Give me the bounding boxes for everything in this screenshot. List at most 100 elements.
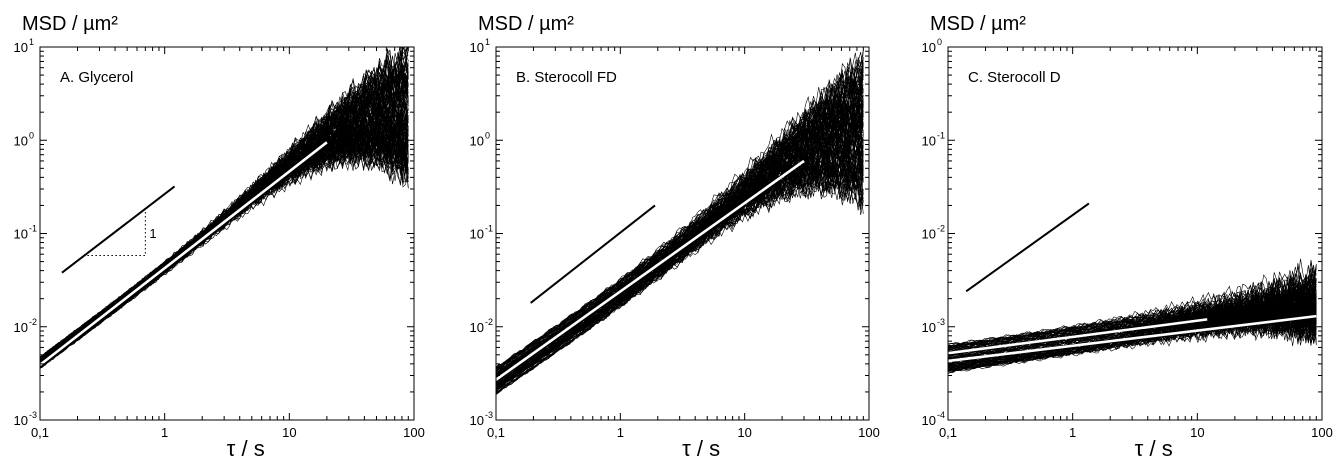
y-tick-exponent: -1 bbox=[485, 224, 493, 234]
x-tick-label: 1 bbox=[617, 425, 624, 440]
y-tick-label: 10 bbox=[14, 320, 28, 335]
y-tick-exponent: 0 bbox=[29, 130, 34, 140]
y-tick-exponent: -3 bbox=[29, 410, 37, 420]
x-tick-label: 10 bbox=[282, 425, 296, 440]
y-axis-label: MSD / µm² bbox=[478, 13, 574, 35]
x-tick-label: 0,1 bbox=[939, 425, 957, 440]
y-tick-label: 10 bbox=[470, 413, 484, 428]
trajectory-line bbox=[496, 163, 864, 382]
x-tick-label: 100 bbox=[858, 425, 880, 440]
y-tick-label: 10 bbox=[14, 133, 28, 148]
x-tick-label: 1 bbox=[161, 425, 168, 440]
trajectory-line bbox=[496, 84, 864, 387]
y-tick-exponent: -4 bbox=[937, 410, 945, 420]
trajectory-line bbox=[496, 166, 864, 387]
x-tick-label: 1 bbox=[1069, 425, 1076, 440]
y-tick-exponent: -1 bbox=[937, 130, 945, 140]
y-tick-label: 10 bbox=[922, 40, 936, 55]
trajectory-line bbox=[40, 137, 409, 368]
x-tick-label: 10 bbox=[1190, 425, 1204, 440]
trajectory-line bbox=[40, 141, 409, 365]
mean-curve bbox=[948, 318, 1208, 355]
trajectory-line bbox=[40, 55, 409, 361]
trajectory-line bbox=[40, 114, 409, 358]
trajectory-line bbox=[40, 47, 408, 361]
trajectory-line bbox=[40, 47, 409, 362]
slope-reference-line bbox=[530, 204, 656, 304]
slope-triangle-label: 1 bbox=[149, 226, 156, 241]
y-tick-exponent: -1 bbox=[29, 224, 37, 234]
y-tick-exponent: -3 bbox=[937, 317, 945, 327]
trajectory-line bbox=[496, 49, 864, 368]
trajectory-line bbox=[948, 299, 1317, 358]
y-tick-label: 10 bbox=[470, 320, 484, 335]
trajectory-bundle bbox=[40, 47, 409, 369]
trajectory-line bbox=[40, 47, 409, 362]
trajectory-line bbox=[40, 141, 409, 367]
mean-curve bbox=[40, 141, 328, 366]
x-axis-label: τ / s bbox=[1135, 436, 1173, 458]
trajectory-line bbox=[948, 277, 1317, 365]
y-tick-label: 10 bbox=[470, 40, 484, 55]
y-tick-label: 10 bbox=[922, 133, 936, 148]
trajectory-line bbox=[496, 82, 864, 381]
trajectory-line bbox=[496, 75, 864, 368]
y-tick-exponent: -3 bbox=[485, 410, 493, 420]
slope-triangle bbox=[87, 212, 146, 257]
trajectory-line bbox=[948, 273, 1317, 353]
trajectory-line bbox=[496, 112, 864, 369]
trajectory-line bbox=[496, 58, 864, 374]
trajectory-line bbox=[496, 159, 864, 390]
panel-label: A. Glycerol bbox=[60, 69, 133, 86]
x-tick-label: 0,1 bbox=[487, 425, 505, 440]
y-tick-label: 10 bbox=[14, 40, 28, 55]
y-tick-exponent: 0 bbox=[937, 37, 942, 47]
trajectory-line bbox=[496, 103, 864, 393]
x-tick-label: 100 bbox=[1311, 425, 1333, 440]
trajectory-line bbox=[496, 63, 864, 390]
x-axis-label: τ / s bbox=[682, 436, 720, 458]
trajectory-line bbox=[948, 297, 1317, 368]
trajectory-line bbox=[948, 300, 1317, 371]
y-tick-exponent: -2 bbox=[937, 224, 945, 234]
y-tick-label: 10 bbox=[470, 227, 484, 242]
y-tick-label: 10 bbox=[470, 133, 484, 148]
trajectory-line bbox=[496, 89, 864, 376]
x-axis-label: τ / s bbox=[227, 436, 265, 458]
trajectory-line bbox=[40, 140, 409, 369]
trajectory-line bbox=[496, 52, 864, 374]
trajectory-line bbox=[40, 131, 409, 367]
y-axis-label: MSD / µm² bbox=[930, 13, 1026, 35]
y-tick-label: 10 bbox=[14, 413, 28, 428]
y-tick-label: 10 bbox=[14, 227, 28, 242]
y-tick-exponent: 0 bbox=[485, 130, 490, 140]
trajectory-line bbox=[40, 124, 409, 367]
x-tick-label: 10 bbox=[737, 425, 751, 440]
x-tick-label: 100 bbox=[403, 425, 425, 440]
y-tick-label: 10 bbox=[922, 413, 936, 428]
y-tick-exponent: 1 bbox=[485, 37, 490, 47]
y-tick-label: 10 bbox=[922, 227, 936, 242]
trajectory-bundle bbox=[496, 49, 864, 395]
trajectory-line bbox=[40, 137, 409, 364]
y-axis-label: MSD / µm² bbox=[22, 13, 118, 35]
trajectory-line bbox=[496, 51, 864, 384]
trajectory-line bbox=[948, 284, 1317, 351]
panel-label: C. Sterocoll D bbox=[968, 69, 1061, 86]
trajectory-line bbox=[496, 83, 864, 375]
slope-reference-line bbox=[965, 202, 1090, 293]
trajectory-line bbox=[496, 159, 864, 395]
trajectory-line bbox=[948, 281, 1317, 348]
y-tick-exponent: 1 bbox=[29, 37, 34, 47]
y-tick-exponent: -2 bbox=[485, 317, 493, 327]
slope-reference-line bbox=[61, 185, 176, 274]
mean-curve bbox=[496, 159, 805, 381]
trajectory-bundle bbox=[948, 258, 1317, 374]
y-tick-label: 10 bbox=[922, 320, 936, 335]
y-tick-exponent: -2 bbox=[29, 317, 37, 327]
trajectory-line bbox=[40, 138, 409, 363]
